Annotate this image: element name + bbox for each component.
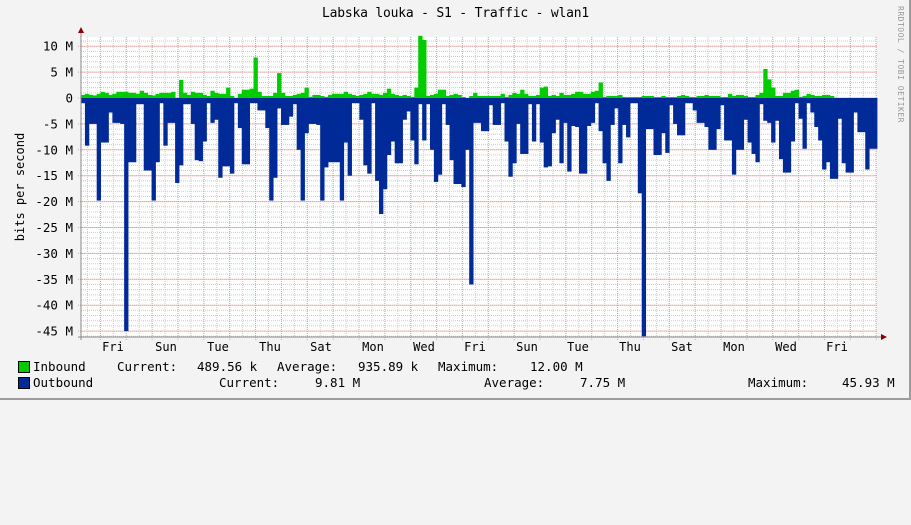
y-tick-label: -10 M [35,142,73,157]
x-tick-label: Wed [775,340,797,354]
graph-frame [0,0,911,400]
traffic-chart: 10 M 5 M 0 -5 M -10 M -15 M -20 M -25 M -30 M -35… [35,27,887,354]
inbound-current-label: Current: [117,359,178,374]
outbound-label: Outbound [33,375,94,390]
inbound-label: Inbound [33,359,86,374]
data-bars [81,35,878,337]
inbound-current-value: 489.56 k [197,359,258,374]
rrdtool-watermark: RRDTOOL / TOBI OETIKER [896,6,905,123]
chart-title: Labska louka - S1 - Traffic - wlan1 [322,6,589,21]
y-axis-ticks: 10 M 5 M 0 -5 M -10 M -15 M -20 M -25 M -30 M -35… [35,39,73,339]
outbound-maximum-value: 45.93 M [842,375,895,390]
y-tick-label: -5 M [43,116,73,131]
x-tick-label: Mon [723,340,745,354]
x-tick-label: Tue [207,340,229,354]
x-tick-label: Wed [413,340,435,354]
y-tick-label: -25 M [35,220,73,235]
x-tick-label: Sat [671,340,693,354]
inbound-maximum-value: 12.00 M [530,359,583,374]
y-tick-label: -15 M [35,168,73,183]
x-tick-label: Mon [362,340,384,354]
x-tick-label: Thu [619,340,641,354]
y-tick-label: -40 M [35,298,73,313]
axes [78,27,887,340]
y-tick-label: -45 M [35,324,73,339]
x-tick-label: Sat [310,340,332,354]
inbound-swatch-icon [18,361,30,373]
outbound-current-value: 9.81 M [315,375,361,390]
inbound-average-label: Average: [277,359,338,374]
y-tick-label: -35 M [35,272,73,287]
inbound-maximum-label: Maximum: [438,359,499,374]
outbound-maximum-label: Maximum: [748,375,809,390]
outbound-average-label: Average: [484,375,545,390]
legend-row-inbound: Inbound Current: 489.56 k Average: 935.8… [0,359,911,375]
x-tick-label: Fri [826,340,848,354]
x-axis-ticks: Fri Sun Tue Thu Sat Mon Wed Fri Sun Tue Thu Sat Mon W… [102,340,848,354]
grid-lines [78,37,877,340]
x-tick-label: Sun [155,340,177,354]
y-tick-label: 10 M [43,39,73,54]
x-tick-label: Fri [464,340,486,354]
x-tick-label: Fri [102,340,124,354]
y-tick-label: 5 M [50,65,73,80]
x-tick-label: Sun [516,340,538,354]
outbound-swatch-icon [18,377,30,389]
y-tick-label: 0 [65,91,73,106]
y-tick-label: -30 M [35,246,73,261]
outbound-average-value: 7.75 M [580,375,626,390]
x-tick-label: Thu [259,340,281,354]
outbound-current-label: Current: [219,375,280,390]
legend-row-outbound: Outbound Current: 9.81 M Average: 7.75 M… [0,375,911,391]
x-tick-label: Tue [567,340,589,354]
inbound-average-value: 935.89 k [358,359,419,374]
y-tick-label: -20 M [35,194,73,209]
